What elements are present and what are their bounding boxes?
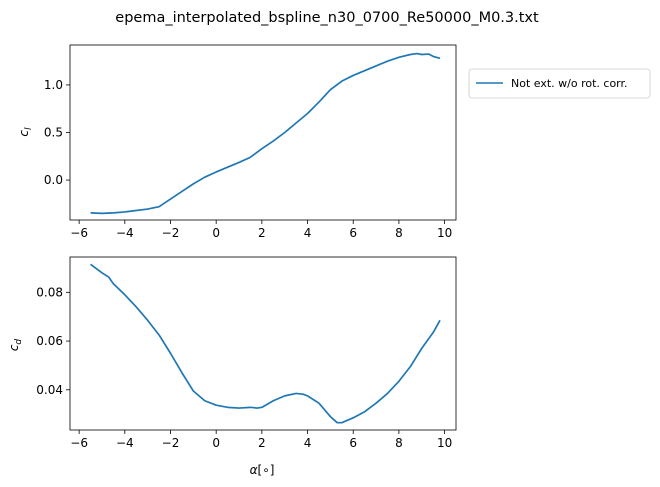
plot-area-bottom: −6 −4 −2 0 2 4 6 8 10 0.04 0.06 0.08: [36, 263, 452, 450]
bottom-xtick-label: 10: [437, 436, 452, 450]
ylabel-bottom-sub: d: [14, 339, 24, 345]
ylabel-top-base: c: [17, 130, 31, 137]
bottom-ytick-label: 0.06: [36, 334, 63, 348]
top-xtick-label: 6: [349, 226, 357, 240]
xlabel-bottom: α[∘]: [250, 463, 275, 477]
bottom-ytick-label: 0.08: [36, 285, 63, 299]
xlabel-rest: [∘]: [258, 463, 275, 477]
top-ytick-label: 1.0: [44, 78, 63, 92]
top-xtick-label: 0: [212, 226, 220, 240]
axes-lift-coefficient: −6 −4 −2 0 2 4 6 8 10 0.0 0.5 1.0 cl: [17, 44, 457, 240]
top-xtick-label: −4: [116, 226, 134, 240]
bottom-ytick-label: 0.04: [36, 383, 63, 397]
ylabel-bottom-base: c: [7, 344, 21, 351]
bottom-series-line-0: [90, 263, 441, 424]
bottom-xtick-label: 6: [349, 436, 357, 450]
top-xtick-label: 8: [395, 226, 403, 240]
top-ytick-label: 0.5: [44, 126, 63, 140]
top-ytick-label: 0.0: [44, 173, 63, 187]
legend-entry: Not ext. w/o rot. corr.: [511, 77, 628, 90]
axes-top-frame: [69, 44, 457, 221]
axes-bottom-frame: [69, 256, 457, 431]
top-xtick-label: 2: [258, 226, 266, 240]
bottom-xtick-label: 0: [212, 436, 220, 450]
bottom-xtick-label: 2: [258, 436, 266, 450]
top-xtick-label: 10: [437, 226, 452, 240]
top-xtick-label: 4: [304, 226, 312, 240]
ylabel-top-sub: l: [24, 127, 34, 130]
bottom-xtick-label: 4: [304, 436, 312, 450]
bottom-xtick-label: −2: [162, 436, 180, 450]
ylabel-top: cl: [17, 127, 34, 137]
plot-area-top: −6 −4 −2 0 2 4 6 8 10 0.0 0.5 1.0: [44, 52, 452, 240]
legend-frame: [468, 68, 651, 99]
bottom-xtick-label: 8: [395, 436, 403, 450]
bottom-xtick-label: −4: [116, 436, 134, 450]
top-xtick-label: −2: [162, 226, 180, 240]
bottom-xtick-label: −6: [70, 436, 88, 450]
figure-title: epema_interpolated_bspline_n30_0700_Re50…: [115, 10, 539, 26]
ylabel-bottom: cd: [7, 339, 24, 352]
xlabel-base: α: [250, 463, 258, 477]
axes-drag-coefficient: −6 −4 −2 0 2 4 6 8 10 0.04 0.06 0.08 cd α[∘]: [7, 256, 457, 477]
top-xtick-label: −6: [70, 226, 88, 240]
top-series-line-0: [90, 52, 441, 215]
legend: Not ext. w/o rot. corr.: [468, 68, 651, 99]
